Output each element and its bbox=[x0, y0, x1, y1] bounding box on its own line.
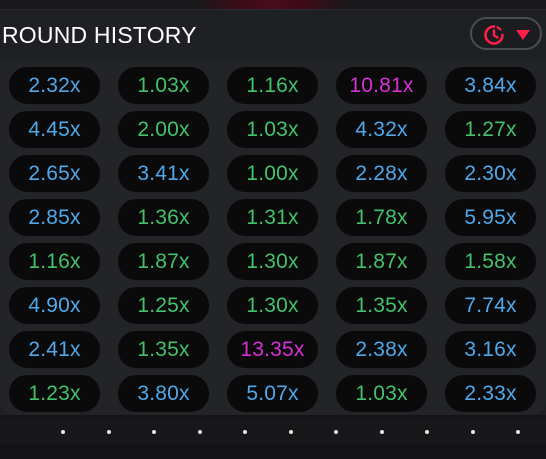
pagination-dot[interactable] bbox=[61, 430, 65, 434]
dropdown-triangle-icon bbox=[516, 30, 530, 40]
round-multiplier-pill[interactable]: 1.00x bbox=[227, 155, 318, 192]
round-multiplier-pill[interactable]: 1.16x bbox=[227, 67, 318, 104]
round-multiplier-pill[interactable]: 13.35x bbox=[227, 331, 318, 368]
round-multiplier-pill[interactable]: 5.95x bbox=[445, 199, 536, 236]
round-multiplier-pill[interactable]: 1.35x bbox=[336, 287, 427, 324]
round-multiplier-pill[interactable]: 1.03x bbox=[118, 67, 209, 104]
round-multiplier-pill[interactable]: 1.36x bbox=[118, 199, 209, 236]
round-multiplier-pill[interactable]: 1.23x bbox=[9, 375, 100, 412]
round-multiplier-pill[interactable]: 1.27x bbox=[445, 111, 536, 148]
round-multiplier-pill[interactable]: 3.41x bbox=[118, 155, 209, 192]
top-accent-bar bbox=[0, 0, 546, 10]
round-multiplier-pill[interactable]: 1.31x bbox=[227, 199, 318, 236]
pagination-dot[interactable] bbox=[334, 430, 338, 434]
round-multiplier-pill[interactable]: 2.33x bbox=[445, 375, 536, 412]
round-multiplier-pill[interactable]: 1.87x bbox=[336, 243, 427, 280]
round-multiplier-pill[interactable]: 2.65x bbox=[9, 155, 100, 192]
round-multiplier-pill[interactable]: 7.74x bbox=[445, 287, 536, 324]
pagination-dot[interactable] bbox=[380, 430, 384, 434]
round-multiplier-pill[interactable]: 2.41x bbox=[9, 331, 100, 368]
pagination-dot[interactable] bbox=[107, 430, 111, 434]
round-multiplier-pill[interactable]: 1.87x bbox=[118, 243, 209, 280]
round-multiplier-pill[interactable]: 2.30x bbox=[445, 155, 536, 192]
round-multiplier-pill[interactable]: 4.90x bbox=[9, 287, 100, 324]
pagination-dot[interactable] bbox=[152, 430, 156, 434]
history-grid: 2.32x 1.03x 1.16x 10.81x 3.84x 4.45x 2.00x 1.03… bbox=[0, 60, 546, 415]
round-multiplier-pill[interactable]: 2.32x bbox=[9, 67, 100, 104]
history-filter-button[interactable] bbox=[470, 17, 542, 50]
round-multiplier-pill[interactable]: 1.03x bbox=[336, 375, 427, 412]
round-multiplier-pill[interactable]: 1.16x bbox=[9, 243, 100, 280]
panel-header: ROUND HISTORY bbox=[0, 10, 546, 60]
round-multiplier-pill[interactable]: 1.30x bbox=[227, 287, 318, 324]
round-multiplier-pill[interactable]: 1.03x bbox=[227, 111, 318, 148]
round-multiplier-pill[interactable]: 5.07x bbox=[227, 375, 318, 412]
round-multiplier-pill[interactable]: 1.25x bbox=[118, 287, 209, 324]
history-clock-icon bbox=[484, 25, 504, 45]
round-multiplier-pill[interactable]: 1.30x bbox=[227, 243, 318, 280]
pagination-dot[interactable] bbox=[516, 430, 520, 434]
round-multiplier-pill[interactable]: 4.45x bbox=[9, 111, 100, 148]
divider bbox=[0, 415, 546, 419]
round-multiplier-pill[interactable]: 1.78x bbox=[336, 199, 427, 236]
pagination-dot[interactable] bbox=[471, 430, 475, 434]
pagination-dots bbox=[0, 419, 546, 444]
round-multiplier-pill[interactable]: 3.16x bbox=[445, 331, 536, 368]
round-multiplier-pill[interactable]: 3.84x bbox=[445, 67, 536, 104]
bottom-bar bbox=[0, 444, 546, 459]
round-multiplier-pill[interactable]: 2.85x bbox=[9, 199, 100, 236]
pagination-dot[interactable] bbox=[243, 430, 247, 434]
pagination-dot[interactable] bbox=[289, 430, 293, 434]
pagination-dot[interactable] bbox=[198, 430, 202, 434]
round-multiplier-pill[interactable]: 4.32x bbox=[336, 111, 427, 148]
round-multiplier-pill[interactable]: 10.81x bbox=[336, 67, 427, 104]
round-multiplier-pill[interactable]: 3.80x bbox=[118, 375, 209, 412]
round-multiplier-pill[interactable]: 2.38x bbox=[336, 331, 427, 368]
panel-title: ROUND HISTORY bbox=[2, 22, 197, 48]
round-multiplier-pill[interactable]: 2.28x bbox=[336, 155, 427, 192]
pagination-dot[interactable] bbox=[425, 430, 429, 434]
round-multiplier-pill[interactable]: 2.00x bbox=[118, 111, 209, 148]
round-multiplier-pill[interactable]: 1.35x bbox=[118, 331, 209, 368]
round-multiplier-pill[interactable]: 1.58x bbox=[445, 243, 536, 280]
